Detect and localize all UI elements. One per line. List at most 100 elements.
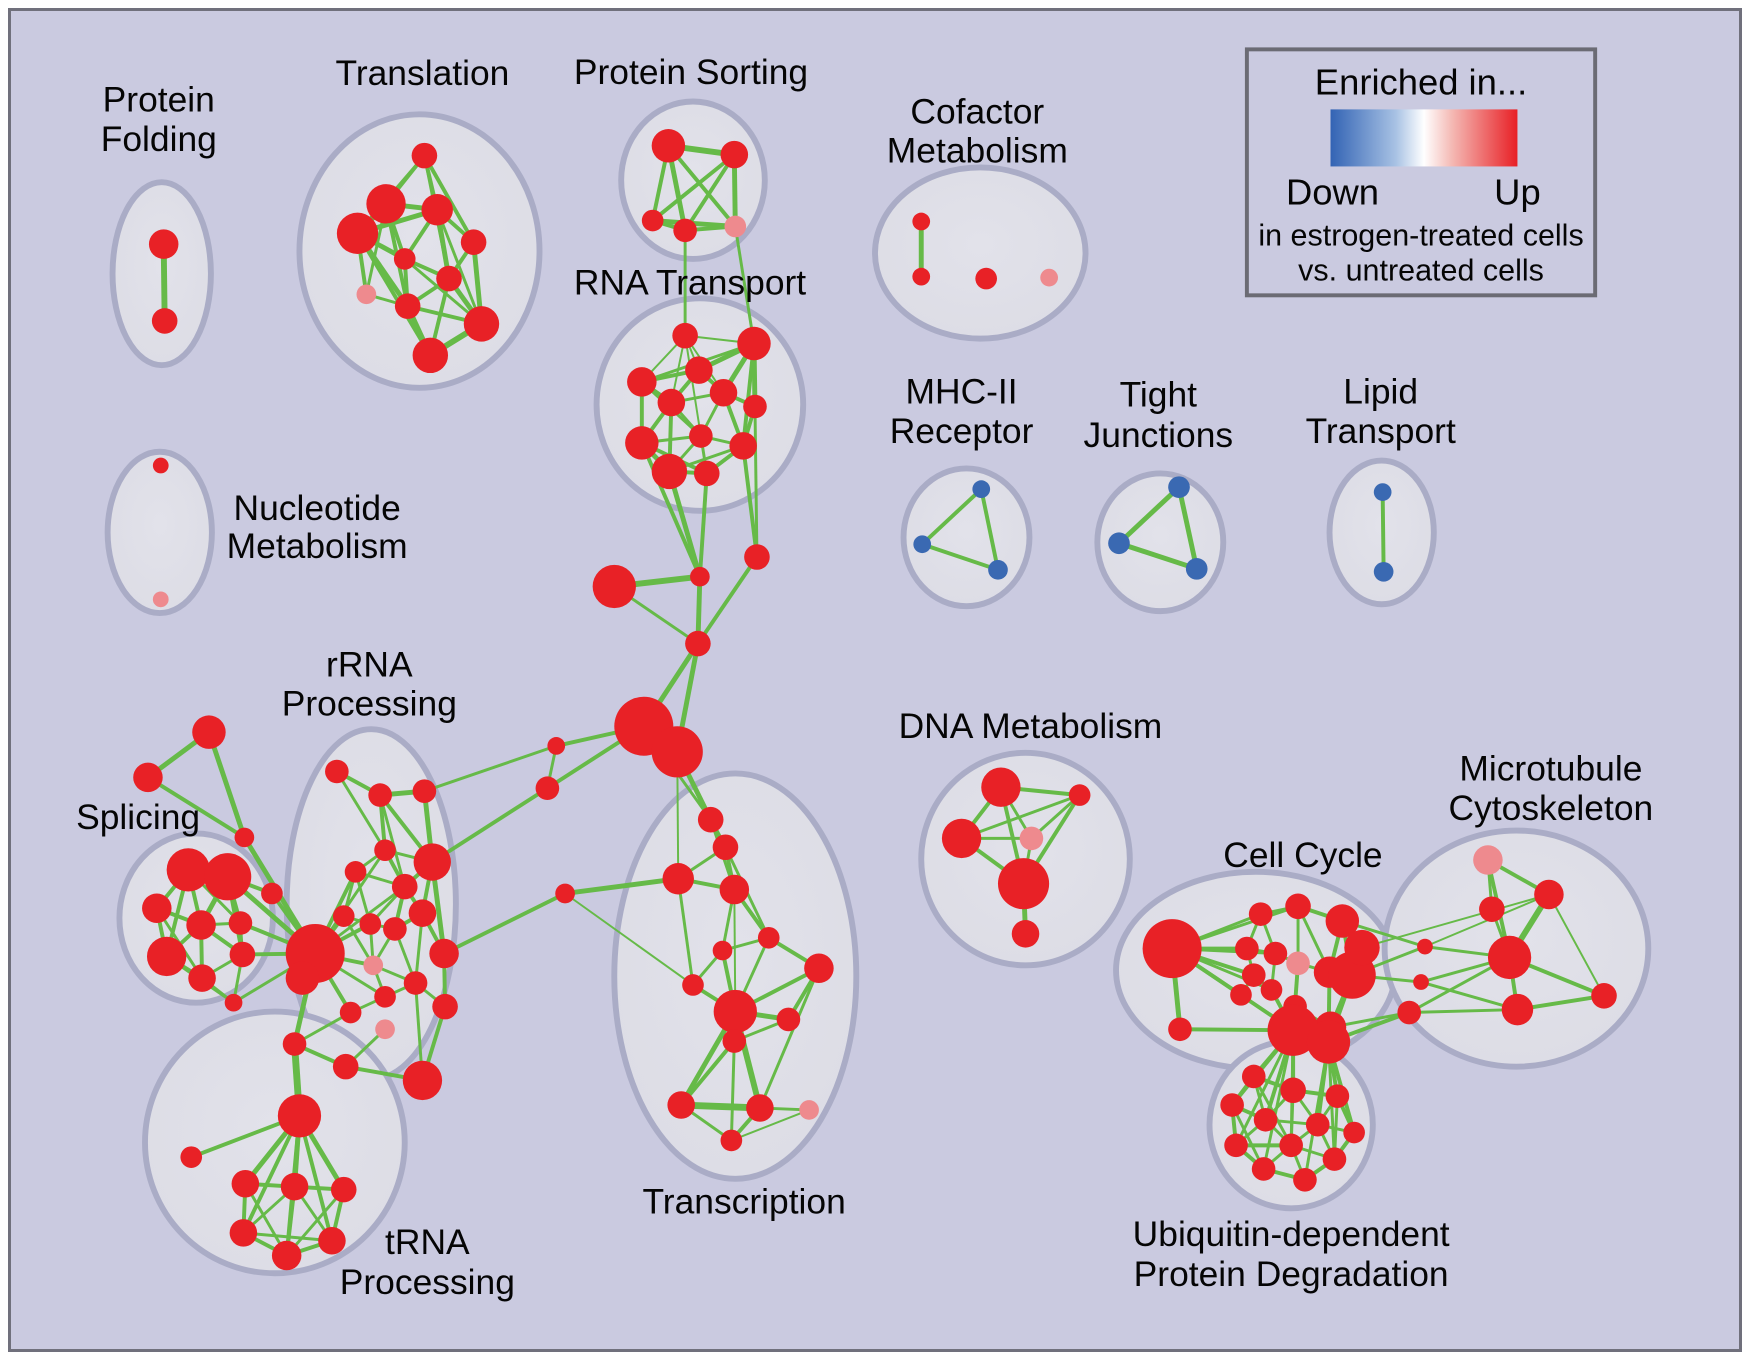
node-r3 [412, 779, 437, 803]
node-ps1 [651, 129, 686, 163]
node-tri3 [234, 827, 255, 848]
edge-tx5-tx3 [564, 876, 679, 896]
cluster-label-rrna-processing: rRNA [326, 644, 413, 684]
node-ps5 [724, 215, 747, 238]
edge-tri1-tri3 [206, 731, 247, 839]
cluster-label-ubiquitin-degradation: Ubiquitin-dependent [1133, 1214, 1450, 1254]
node-ps3 [641, 209, 664, 232]
cluster-label-microtubule-cytoskeleton: Cytoskeleton [1449, 788, 1654, 828]
edge-tj1-tj3 [1176, 486, 1200, 570]
node-cc14 [1344, 929, 1380, 966]
node-u2 [1280, 1077, 1306, 1104]
node-nm1 [152, 457, 169, 474]
cluster-label-trna-processing: Processing [340, 1262, 515, 1302]
node-rt7 [743, 394, 767, 419]
node-mt9 [1591, 983, 1617, 1009]
node-sp10 [261, 882, 283, 905]
edge-tx8-tx14 [758, 967, 821, 1109]
edge-tx12-tx16 [729, 1041, 736, 1141]
node-r8 [408, 899, 437, 927]
node-u6 [1305, 1112, 1330, 1137]
node-rt5 [709, 378, 738, 407]
node-tx12 [722, 1029, 747, 1053]
node-rt11 [651, 453, 688, 490]
node-cc2 [1285, 893, 1311, 920]
legend-caption-line: vs. untreated cells [1298, 254, 1544, 288]
node-u12 [1293, 1167, 1317, 1192]
node-r11 [383, 917, 407, 941]
node-tn3 [330, 1176, 357, 1203]
cluster-label-mhc-ii-receptor: MHC-II [906, 372, 1018, 412]
node-t2 [366, 184, 406, 224]
node-t3 [421, 193, 453, 226]
cluster-label-splicing: Splicing [76, 797, 200, 837]
node-sp5 [228, 911, 253, 935]
node-cc9 [1241, 963, 1266, 987]
node-r10 [359, 913, 382, 935]
node-cc11 [1230, 984, 1252, 1006]
cluster-label-cofactor-metabolism: Metabolism [887, 131, 1068, 171]
node-r18 [375, 1019, 395, 1040]
node-u8 [1224, 1133, 1248, 1158]
node-tri2 [133, 762, 163, 793]
node-d4 [1019, 826, 1044, 851]
node-mt3 [1479, 896, 1505, 923]
edge-ps2-ps3 [651, 153, 736, 223]
edge-ps5-rt2 [733, 226, 756, 344]
node-cc4 [1235, 936, 1259, 961]
node-sp8 [229, 941, 256, 968]
node-rt2 [737, 326, 771, 361]
edge-r2-r7 [378, 794, 407, 887]
node-r17 [339, 1001, 362, 1024]
node-sp4 [186, 910, 216, 940]
cluster-ellipse-cofactor-metabolism [872, 164, 1089, 342]
node-r14 [374, 985, 396, 1008]
cluster-label-nucleotide-metabolism: Metabolism [227, 526, 408, 566]
cluster-label-protein-sorting: Protein Sorting [574, 52, 808, 92]
node-mt1 [1473, 845, 1503, 875]
cluster-label-protein-folding: Protein [103, 80, 215, 120]
node-ccb3 [1306, 1020, 1351, 1064]
node-lt1 [1373, 483, 1392, 501]
edge-mt2-mt9 [1548, 894, 1605, 997]
node-r13 [403, 971, 428, 995]
legend-box [1244, 47, 1598, 298]
edge-tn4-tn6 [243, 1231, 333, 1243]
node-rt12 [693, 460, 720, 487]
node-sp1 [166, 848, 210, 892]
legend-gradient-bar [1330, 109, 1518, 167]
legend-down-label: Down [1286, 172, 1379, 213]
node-mt4 [1487, 935, 1532, 980]
node-m3 [988, 559, 1008, 580]
cluster-label-lipid-transport: Lipid [1343, 372, 1418, 412]
node-tn6 [318, 1227, 346, 1255]
edge-tj2-tj3 [1118, 540, 1198, 572]
edge-m1-m3 [979, 488, 1000, 571]
edge-ccb3-u12 [1303, 1041, 1330, 1181]
node-tn2 [280, 1172, 309, 1201]
node-d2 [1068, 784, 1091, 806]
edge-tri2-tri3 [146, 775, 246, 840]
node-u10 [1322, 1147, 1347, 1171]
node-r1 [325, 759, 349, 784]
edge-l2-r5 [431, 786, 549, 864]
node-u1 [1241, 1064, 1266, 1089]
node-ps4 [673, 218, 697, 243]
node-lt2 [1373, 561, 1394, 582]
node-cf4 [1040, 268, 1058, 287]
node-tx2 [712, 834, 739, 861]
cluster-ellipse-nucleotide-metabolism [104, 448, 215, 617]
edge-l1-r3 [423, 744, 557, 793]
node-u9 [1279, 1133, 1303, 1158]
node-mt6 [1413, 974, 1429, 990]
node-d1 [981, 767, 1021, 807]
node-t10 [463, 306, 500, 342]
edge-tx15-tx16 [731, 1109, 810, 1142]
node-t11 [412, 337, 449, 374]
node-cf2 [912, 267, 931, 286]
node-tx4 [719, 874, 750, 905]
figure-panel: Protein Folding Translation Protein Sorting… [8, 8, 1742, 1352]
edge-rt12-c1 [697, 473, 709, 577]
node-d6 [1011, 920, 1040, 948]
